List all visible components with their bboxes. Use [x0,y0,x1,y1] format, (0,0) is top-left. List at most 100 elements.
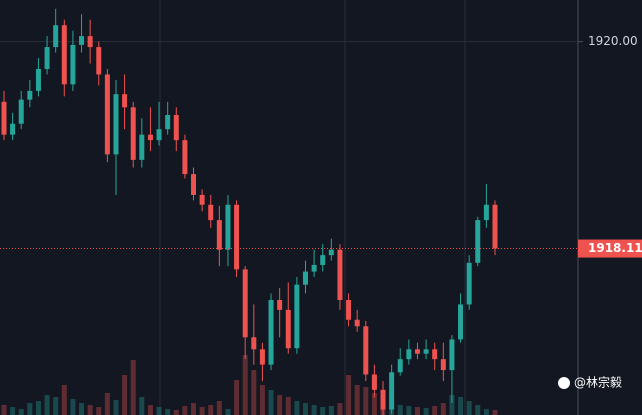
watermark: @林宗毅 [574,375,622,390]
candle-body [423,349,429,354]
volume-bar [440,403,446,415]
volume-bar [96,407,102,415]
volume-bar [61,385,67,415]
candle-body [191,174,197,195]
candle-body [414,349,420,354]
candle-body [320,255,326,265]
candle-body [337,249,343,301]
volume-bar [346,375,352,415]
candle-body [466,262,472,305]
candle-body [44,47,50,69]
volume-bar [139,397,145,415]
volume-bar [104,393,110,415]
volume-bar [234,380,240,415]
watermark-icon [558,377,570,389]
candle-body [311,264,317,272]
volume-bar [251,370,257,415]
candle-body [328,249,334,256]
candle-body [475,220,481,263]
volume-bar [225,409,231,415]
volume-bar [87,405,93,415]
volume-bar [27,403,33,415]
volume-bar [414,407,420,415]
volume-bar [130,360,136,415]
volume-bar [337,403,343,415]
volume-bar [165,409,171,415]
volume-bar [44,395,50,415]
volume-bar [122,375,128,415]
candle-body [389,372,395,410]
volume-bar [208,405,214,415]
candle-body [354,319,360,327]
candle-body [346,300,352,320]
volume-bar [147,405,153,415]
candle-body [122,94,128,108]
candle-body [458,304,464,340]
candle-body [259,349,265,365]
volume-bar [70,399,76,415]
candle-body [363,326,369,375]
candle-body [268,300,274,365]
volume-bar [156,407,162,415]
volume-bar [492,410,498,415]
candle-body [139,134,145,160]
volume-bar [79,403,85,415]
candle-body [173,114,179,141]
volume-bar [10,407,16,415]
volume-bar [475,405,481,415]
candle-body [70,44,76,85]
volume-bar [483,409,489,415]
volume-bar [406,406,412,415]
y-tick-label: 1920.00 [588,34,638,48]
candle-body [27,90,33,100]
volume-bar [277,395,283,415]
volume-bar [53,397,59,415]
volume-bar [216,401,222,415]
last-price-badge [578,239,642,258]
volume-bar [259,385,265,415]
candle-body [483,204,489,221]
volume-bar [294,401,300,415]
candle-body [10,123,16,135]
volume-bar [173,410,179,415]
candle-body [397,359,403,373]
volume-bar [354,385,360,415]
candle-body [440,359,446,371]
candle-body [130,107,136,160]
volume-bar [397,405,403,415]
candle-body [277,300,283,310]
volume-bar [363,387,369,415]
candle-layer: 1920.00 1918.11 [0,8,642,415]
candle-body [156,129,162,141]
candle-body [113,94,119,155]
candle-body [147,134,153,141]
volume-bar [371,393,377,415]
candle-body [302,271,308,285]
volume-bar [199,407,205,415]
candle-body [35,68,41,91]
candle-body [234,204,240,270]
candle-body [406,349,412,360]
candle-body [285,309,291,349]
volume-bar [423,408,429,415]
volume-bar [35,401,41,415]
candle-body [432,349,438,360]
candle-body [251,337,257,350]
volume-bar [328,406,334,415]
last-price-label: 1918.11 [588,241,642,255]
candle-body [242,269,248,338]
candle-body [208,204,214,221]
volume-bar [311,405,317,415]
volume-bar [466,401,472,415]
candle-body [1,101,7,135]
candle-body [182,140,188,175]
candle-body [380,389,386,410]
volume-bar [320,407,326,415]
candle-body [492,204,498,249]
candle-body [18,99,24,124]
candle-body [216,220,222,250]
volume-bar [285,397,291,415]
volume-bar [302,403,308,415]
candle-body [96,47,102,75]
